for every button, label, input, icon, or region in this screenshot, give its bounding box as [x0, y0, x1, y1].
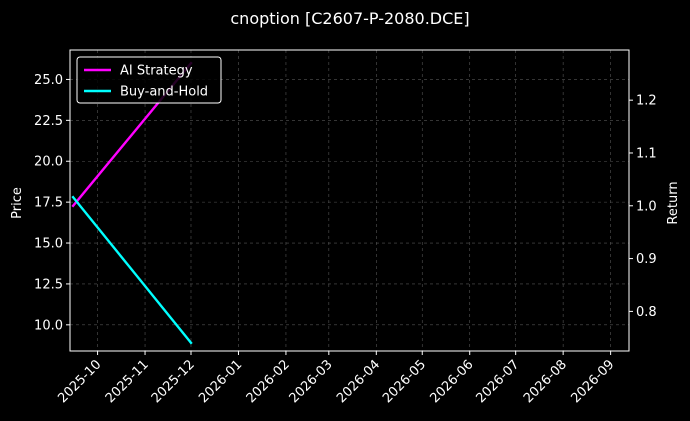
- plot-frame: [69, 49, 630, 352]
- y-axis-right: 0.8 0.9 1.0 1.1 1.2: [629, 94, 657, 320]
- y-tick-label: 12.5: [34, 277, 63, 292]
- legend: AI Strategy Buy-and-Hold: [76, 56, 222, 104]
- y-tick-label: 20.0: [34, 155, 63, 170]
- series-line-1: [71, 195, 193, 345]
- y-tick-label: 25.0: [34, 73, 63, 88]
- y-tick-label: 17.5: [34, 196, 63, 211]
- y-tick-label: 22.5: [34, 114, 63, 129]
- y-axis-left: 10.0 12.5 15.0 17.5 20.0 22.5 25.0: [34, 73, 70, 333]
- chart-title: cnoption [C2607-P-2080.DCE]: [230, 9, 469, 28]
- y2-tick-label: 1.2: [636, 94, 657, 109]
- y-tick-label: 15.0: [34, 237, 63, 252]
- y2-tick-label: 0.9: [636, 252, 657, 267]
- y2-tick-label: 0.8: [636, 305, 657, 320]
- y2-axis-label: Return: [666, 181, 681, 224]
- y-axis-label: Price: [10, 187, 25, 219]
- legend-label-0: AI Strategy: [120, 64, 193, 79]
- legend-box: [76, 56, 222, 104]
- y2-tick-label: 1.1: [636, 146, 657, 161]
- legend-label-1: Buy-and-Hold: [120, 85, 208, 100]
- y-tick-label: 10.0: [34, 318, 63, 333]
- y2-tick-label: 1.0: [636, 199, 657, 214]
